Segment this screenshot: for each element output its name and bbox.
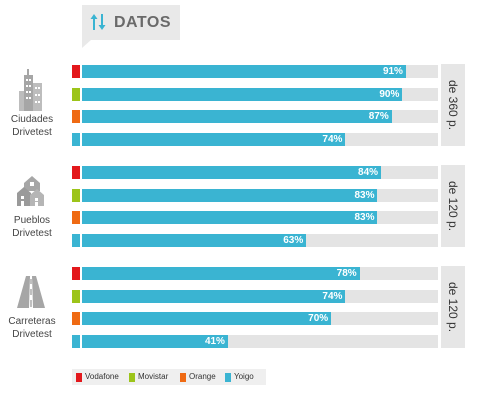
bar-value-label: 91%: [382, 66, 403, 77]
legend-swatch: [180, 373, 186, 382]
town-houses-icon: [17, 176, 44, 206]
points-badge-label: de 120 p.: [446, 281, 460, 333]
points-badge-label: de 120 p.: [446, 180, 460, 232]
bar-orange: 87%: [82, 110, 392, 123]
group-label-line2: Drivetest: [12, 329, 52, 340]
points-badge: de 120 p.: [441, 266, 465, 348]
operator-swatch-movistar: [72, 188, 80, 202]
bar-value-label: 70%: [308, 313, 329, 324]
bar-movistar: 90%: [82, 87, 403, 101]
legend-label: Orange: [189, 372, 216, 381]
city-buildings-icon: [19, 69, 42, 111]
bar-track: 78%: [82, 267, 438, 280]
legend-swatch: [225, 373, 231, 382]
group-label-line1: Carreteras: [8, 316, 56, 327]
operator-swatch-yoigo: [72, 334, 80, 348]
legend-label: Vodafone: [85, 372, 119, 381]
bar-value-label: 41%: [204, 335, 225, 347]
operator-swatch-vodafone: [72, 267, 80, 280]
bar-yoigo: 41%: [82, 334, 228, 348]
group-label: Ciudades Drivetest: [0, 113, 64, 139]
legend-swatch: [129, 373, 135, 382]
road-icon: [17, 276, 45, 308]
operator-swatch-movistar: [72, 289, 80, 303]
bar-track: 41%: [82, 334, 438, 348]
points-badge: de 360 p.: [441, 64, 465, 146]
bar-value-label: 84%: [358, 167, 379, 178]
legend-label: Yoigo: [234, 372, 254, 381]
bar-value-label: 63%: [283, 234, 304, 246]
bar-orange: 83%: [82, 211, 378, 224]
bar-orange: 70%: [82, 312, 332, 325]
bar-track: 74%: [82, 289, 438, 303]
group-label-line2: Drivetest: [12, 127, 52, 138]
group-label-line1: Ciudades: [10, 114, 54, 125]
bar-yoigo: 74%: [82, 132, 346, 146]
bar-track: 74%: [82, 132, 438, 146]
points-badge: de 120 p.: [441, 165, 465, 247]
group-label-line1: Pueblos: [13, 215, 51, 226]
bar-track: 91%: [82, 65, 438, 78]
legend-label: Movistar: [138, 372, 169, 381]
bar-vodafone: 91%: [82, 65, 406, 78]
group-label-line2: Drivetest: [12, 228, 52, 239]
bar-track: 63%: [82, 233, 438, 247]
operator-swatch-yoigo: [72, 233, 80, 247]
operator-swatch-orange: [72, 312, 80, 325]
datos-label: DATOS: [114, 14, 172, 31]
bar-value-label: 83%: [354, 212, 375, 223]
bar-value-label: 87%: [368, 111, 389, 122]
bar-vodafone: 78%: [82, 267, 360, 280]
bar-track: 87%: [82, 110, 438, 123]
bar-value-label: 90%: [379, 88, 400, 100]
bar-value-label: 74%: [322, 290, 343, 302]
legend-swatch: [76, 373, 82, 382]
group-label: Pueblos Drivetest: [0, 214, 64, 240]
bar-track: 90%: [82, 87, 438, 101]
group-label: Carreteras Drivetest: [0, 315, 64, 341]
operator-swatch-vodafone: [72, 65, 80, 78]
bar-vodafone: 84%: [82, 166, 382, 179]
datos-tag: DATOS: [82, 5, 180, 48]
bar-value-label: 83%: [354, 189, 375, 201]
bar-track: 83%: [82, 188, 438, 202]
bar-movistar: 74%: [82, 289, 346, 303]
operator-swatch-vodafone: [72, 166, 80, 179]
bar-value-label: 74%: [322, 133, 343, 145]
bar-track: 84%: [82, 166, 438, 179]
bar-movistar: 83%: [82, 188, 378, 202]
bar-track: 83%: [82, 211, 438, 224]
operator-swatch-yoigo: [72, 132, 80, 146]
operator-swatch-movistar: [72, 87, 80, 101]
bar-yoigo: 63%: [82, 233, 307, 247]
points-badge-label: de 360 p.: [446, 79, 460, 131]
bar-track: 70%: [82, 312, 438, 325]
operator-swatch-orange: [72, 110, 80, 123]
legend: Vodafone Movistar Orange Yoigo: [72, 369, 266, 385]
operator-swatch-orange: [72, 211, 80, 224]
bar-value-label: 78%: [336, 268, 357, 279]
up-down-arrows-icon: [90, 14, 106, 30]
